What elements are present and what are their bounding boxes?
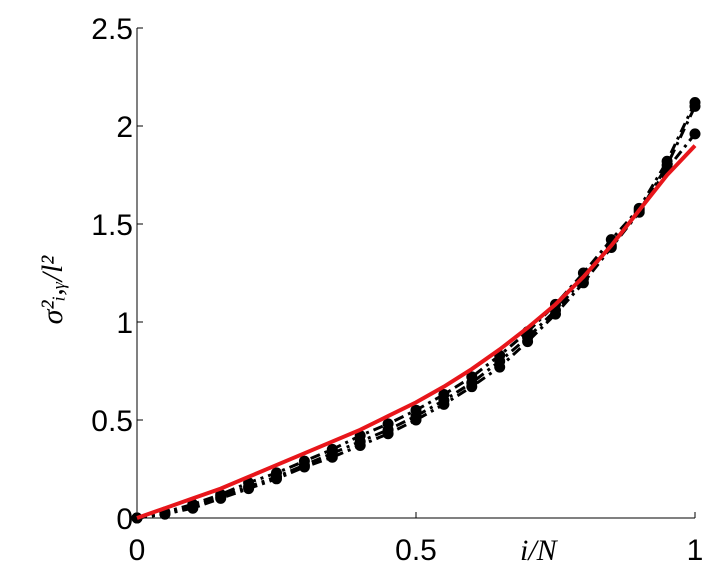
data-point bbox=[494, 361, 506, 373]
data-point bbox=[187, 502, 199, 514]
data-point bbox=[522, 336, 534, 348]
y-axis-label: σ²ᵢ,ᵧ/l² bbox=[36, 255, 69, 325]
data-point bbox=[410, 404, 422, 416]
series-line bbox=[136, 101, 697, 520]
data-point bbox=[410, 414, 422, 426]
x-tick-label: 1 bbox=[687, 534, 704, 567]
series-line bbox=[136, 144, 697, 520]
data-point bbox=[661, 159, 673, 171]
data-point bbox=[689, 100, 701, 112]
data-point bbox=[382, 418, 394, 430]
y-tick-label: 0 bbox=[116, 503, 133, 536]
data-point bbox=[689, 128, 701, 140]
x-tick-label: 0.5 bbox=[395, 534, 437, 567]
y-tick-label: 2 bbox=[116, 111, 133, 144]
data-point bbox=[382, 428, 394, 440]
x-tick-label: 0 bbox=[129, 534, 146, 567]
data-point bbox=[354, 439, 366, 451]
data-point bbox=[438, 389, 450, 401]
data-point bbox=[271, 473, 282, 485]
data-point bbox=[243, 483, 255, 495]
data-point bbox=[326, 451, 338, 463]
data-point bbox=[550, 308, 561, 320]
data-point bbox=[215, 492, 227, 504]
y-tick-label: 0.5 bbox=[91, 405, 133, 438]
x-axis-label: i/N bbox=[520, 534, 559, 567]
y-tick-label: 1 bbox=[116, 307, 133, 340]
y-tick-label: 1.5 bbox=[91, 209, 133, 242]
series-line bbox=[136, 105, 697, 520]
data-point bbox=[438, 398, 450, 410]
series-line bbox=[136, 132, 697, 520]
y-tick-label: 2.5 bbox=[91, 13, 133, 46]
data-point bbox=[466, 381, 478, 393]
data-point bbox=[298, 461, 310, 473]
